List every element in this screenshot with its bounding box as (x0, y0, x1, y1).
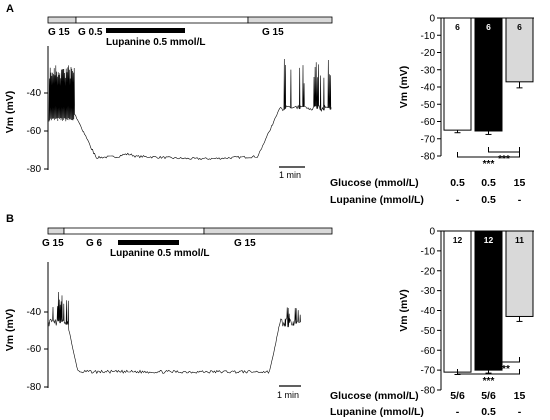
condition-bar (47, 16, 333, 24)
panel-b: B G 15 G 6 G 15 Lupanine 0.5 mmol/L -40 … (4, 213, 534, 418)
n-label: 6 (486, 22, 491, 32)
condition-label-3: G 15 (262, 27, 284, 38)
glucose-row-label: Glucose (mmol/L) (330, 177, 419, 189)
significance-bracket (457, 152, 520, 158)
membrane-potential-trace (48, 58, 332, 160)
bar (474, 17, 503, 132)
drug-label: Lupanine 0.5 mmol/L (106, 37, 205, 48)
time-scale-label: 1 min (277, 390, 299, 400)
bar (443, 230, 472, 373)
y-tick-label: -20 (421, 266, 436, 277)
trace-y-tick-label: -60 (27, 126, 42, 137)
panel-a: A G 15 G 0.5 G 15 Lupanine 0.5 mmol/L -4… (4, 3, 534, 206)
condition-label-2: G 0.5 (78, 27, 103, 38)
glucose-value: 5/6 (450, 390, 465, 402)
y-tick-label: -50 (421, 326, 436, 337)
significance-bracket (488, 357, 520, 363)
y-tick-label: -80 (421, 152, 436, 163)
significance-bracket (488, 147, 520, 153)
y-tick-label: -10 (421, 31, 436, 42)
n-label: 12 (484, 235, 494, 245)
condition-segment-low (75, 16, 249, 24)
drug-label: Lupanine 0.5 mmol/L (110, 248, 209, 259)
glucose-row-label: Glucose (mmol/L) (330, 390, 419, 402)
condition-segment-low (63, 227, 205, 235)
lupanine-value: - (518, 406, 522, 418)
condition-segment-g15-end (247, 16, 333, 24)
lupanine-value: 0.5 (481, 406, 496, 418)
trace-y-axis-label: Vm (mV) (4, 91, 16, 134)
trace-y-tick-label: -80 (27, 382, 42, 393)
condition-label-1: G 15 (42, 238, 64, 249)
y-tick-label: -60 (421, 346, 436, 357)
significance-bracket (457, 369, 520, 375)
y-tick-label: 0 (429, 227, 435, 238)
glucose-value: 0.5 (450, 177, 465, 189)
panel-label-a: A (6, 3, 14, 15)
y-tick-label: -10 (421, 246, 436, 257)
significance-label: *** (483, 159, 495, 170)
y-tick-label: -20 (421, 48, 436, 59)
condition-label-3: G 15 (234, 238, 256, 249)
y-axis-label: Vm (mV) (398, 66, 410, 109)
trace-y-tick-label: -40 (27, 307, 42, 318)
y-axis-label: Vm (mV) (398, 289, 410, 332)
y-tick-label: -30 (421, 286, 436, 297)
membrane-potential-trace (48, 291, 301, 374)
time-scale-label: 1 min (279, 170, 301, 180)
trace-y-tick-label: -80 (27, 164, 42, 175)
bar-chart-b: 0 -10 -20 -30 -40 -50 -60 -70 -80 Vm (mV) 12 12 11 **… (330, 227, 534, 418)
bar (474, 230, 503, 371)
n-label: 12 (453, 235, 463, 245)
drug-application-bar (118, 240, 179, 245)
significance-label: *** (483, 376, 495, 387)
trace-y-tick-label: -60 (27, 344, 42, 355)
y-tick-label: -40 (421, 83, 436, 94)
condition-label-1: G 15 (48, 27, 70, 38)
bar (443, 17, 472, 131)
y-tick-label: -70 (421, 366, 436, 377)
y-tick-label: -50 (421, 100, 436, 111)
n-label: 6 (455, 22, 460, 32)
condition-segment-g15-start (47, 16, 77, 24)
condition-segment-g15-end (203, 227, 333, 235)
n-label: 11 (515, 235, 524, 245)
n-label: 6 (517, 22, 522, 32)
y-tick-label: -80 (421, 386, 436, 397)
condition-label-2: G 6 (86, 238, 103, 249)
lupanine-value: - (456, 406, 460, 418)
panel-label-b: B (6, 213, 14, 225)
lupanine-value: - (518, 194, 522, 206)
significance-label: *** (498, 364, 510, 375)
trace-y-tick-label: -40 (27, 88, 42, 99)
y-tick-label: -70 (421, 134, 436, 145)
y-tick-label: -40 (421, 306, 436, 317)
condition-bar (47, 227, 333, 235)
lupanine-value: 0.5 (481, 194, 496, 206)
y-tick-label: -30 (421, 65, 436, 76)
lupanine-value: - (456, 194, 460, 206)
y-tick-label: 0 (429, 14, 435, 25)
condition-segment-g15-start (47, 227, 65, 235)
drug-application-bar (106, 28, 185, 33)
bar-chart-a: 0 -10 -20 -30 -40 -50 -60 -70 -80 Vm (mV) 6 6 6 *****… (330, 14, 534, 206)
lupanine-row-label: Lupanine (mmol/L) (330, 194, 424, 206)
glucose-value: 5/6 (481, 390, 496, 402)
lupanine-row-label: Lupanine (mmol/L) (330, 406, 424, 418)
glucose-value: 0.5 (481, 177, 496, 189)
significance-label: *** (498, 154, 510, 165)
y-tick-label: -60 (421, 117, 436, 128)
glucose-value: 15 (514, 177, 526, 189)
trace-y-axis-label: Vm (mV) (4, 309, 16, 352)
glucose-value: 15 (514, 390, 526, 402)
